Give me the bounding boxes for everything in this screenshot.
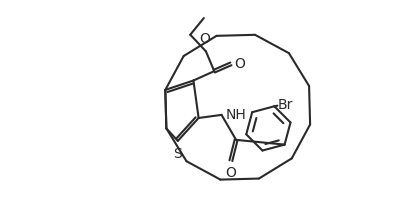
Text: S: S bbox=[173, 147, 182, 161]
Text: O: O bbox=[199, 32, 210, 46]
Text: Br: Br bbox=[278, 98, 293, 112]
Text: O: O bbox=[235, 57, 245, 71]
Text: O: O bbox=[225, 166, 236, 180]
Text: NH: NH bbox=[225, 108, 246, 122]
